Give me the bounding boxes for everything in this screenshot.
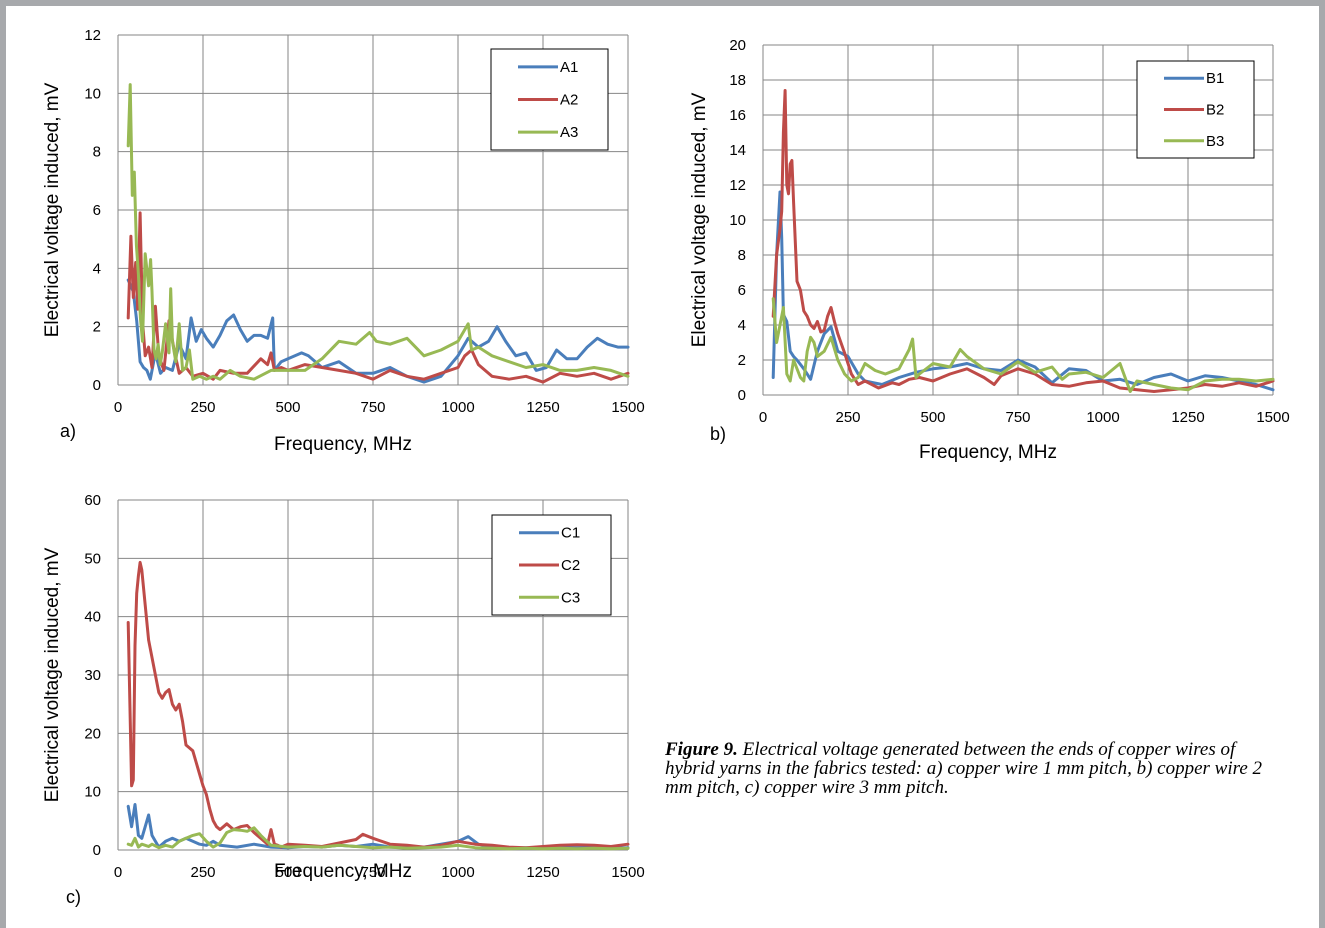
series-line-a2 xyxy=(126,211,630,384)
legend-entry-b3: B3 xyxy=(1206,133,1224,150)
x-tick-label: 750 xyxy=(360,399,385,416)
y-tick-label: 16 xyxy=(729,107,746,124)
series-line-c3 xyxy=(126,826,630,851)
y-axis-label: Electrical voltage induced, mV xyxy=(42,547,63,802)
series-line-a1 xyxy=(126,278,630,384)
y-tick-label: 6 xyxy=(93,202,101,219)
y-tick-label: 4 xyxy=(93,260,101,277)
series-line-b3 xyxy=(771,297,1275,393)
x-tick-label: 1500 xyxy=(611,399,644,416)
caption-figure-label: Figure 9. xyxy=(665,739,738,760)
y-tick-label: 8 xyxy=(738,247,746,264)
series-line-a3 xyxy=(126,83,630,381)
panel-label: b) xyxy=(710,424,726,444)
y-tick-label: 2 xyxy=(738,352,746,369)
panel-label: a) xyxy=(60,421,76,441)
figure-caption: Figure 9. Electrical voltage generated b… xyxy=(665,740,1285,797)
legend-entry-c3: C3 xyxy=(561,589,580,606)
x-axis-label: Frequency, MHz xyxy=(274,861,412,882)
chart-panel-c: 0 250 500 750 1000 1250 1500 0 10 20 30 40 50 60 Elect… xyxy=(42,492,645,907)
x-tick-label: 250 xyxy=(190,399,215,416)
y-tick-label: 6 xyxy=(738,282,746,299)
y-tick-label: 0 xyxy=(738,387,746,404)
y-tick-label: 2 xyxy=(93,319,101,336)
legend-entry-a1: A1 xyxy=(560,59,578,76)
x-tick-label: 1250 xyxy=(526,864,559,881)
x-tick-label: 1500 xyxy=(611,864,644,881)
y-tick-label: 10 xyxy=(84,784,101,801)
x-tick-label: 0 xyxy=(114,399,122,416)
y-axis-label: Electrical voltage induced, mV xyxy=(42,82,63,337)
x-tick-label: 1000 xyxy=(441,864,474,881)
y-tick-label: 0 xyxy=(93,377,101,394)
series-line-b2 xyxy=(771,89,1275,393)
x-tick-label: 250 xyxy=(835,409,860,426)
y-tick-label: 10 xyxy=(84,85,101,102)
x-tick-label: 1250 xyxy=(1171,409,1204,426)
x-tick-label: 750 xyxy=(1005,409,1030,426)
series-line-c2 xyxy=(126,560,630,850)
y-tick-label: 14 xyxy=(729,142,746,159)
x-tick-label: 1000 xyxy=(1086,409,1119,426)
y-tick-label: 20 xyxy=(84,725,101,742)
y-tick-label: 12 xyxy=(84,27,101,44)
y-tick-label: 50 xyxy=(84,550,101,567)
y-tick-label: 4 xyxy=(738,317,746,334)
legend-entry-a2: A2 xyxy=(560,92,578,109)
x-tick-label: 500 xyxy=(275,399,300,416)
legend-entry-b2: B2 xyxy=(1206,102,1224,119)
y-axis-label: Electrical voltage induced, mV xyxy=(689,92,710,347)
y-tick-label: 20 xyxy=(729,37,746,54)
y-tick-label: 8 xyxy=(93,144,101,161)
x-tick-label: 0 xyxy=(114,864,122,881)
legend-entry-b1: B1 xyxy=(1206,70,1224,87)
chart-panel-a: 0 250 500 750 1000 1250 1500 0 2 4 6 8 10 12 Electrica… xyxy=(42,27,645,455)
y-tick-label: 30 xyxy=(84,667,101,684)
y-tick-label: 10 xyxy=(729,212,746,229)
x-tick-label: 1500 xyxy=(1256,409,1289,426)
legend-entry-c2: C2 xyxy=(561,557,580,574)
y-tick-label: 0 xyxy=(93,842,101,859)
y-tick-label: 60 xyxy=(84,492,101,509)
panel-label: c) xyxy=(66,887,81,907)
x-tick-label: 1250 xyxy=(526,399,559,416)
x-tick-label: 500 xyxy=(920,409,945,426)
x-axis-label: Frequency, MHz xyxy=(919,442,1057,463)
y-tick-label: 40 xyxy=(84,609,101,626)
x-tick-label: 750 xyxy=(360,864,385,881)
x-tick-label: 0 xyxy=(759,409,767,426)
y-tick-label: 18 xyxy=(729,72,746,89)
x-tick-label: 1000 xyxy=(441,399,474,416)
legend-entry-a3: A3 xyxy=(560,124,578,141)
y-tick-label: 12 xyxy=(729,177,746,194)
x-tick-label: 500 xyxy=(275,864,300,881)
legend-entry-c1: C1 xyxy=(561,525,580,542)
caption-text: Electrical voltage generated between the… xyxy=(665,739,1262,798)
x-axis-label: Frequency, MHz xyxy=(274,434,412,455)
chart-panel-b: 0 250 500 750 1000 1250 1500 0 2 4 6 8 10 12 14 16 18 20 E… xyxy=(689,37,1290,463)
x-tick-label: 250 xyxy=(190,864,215,881)
